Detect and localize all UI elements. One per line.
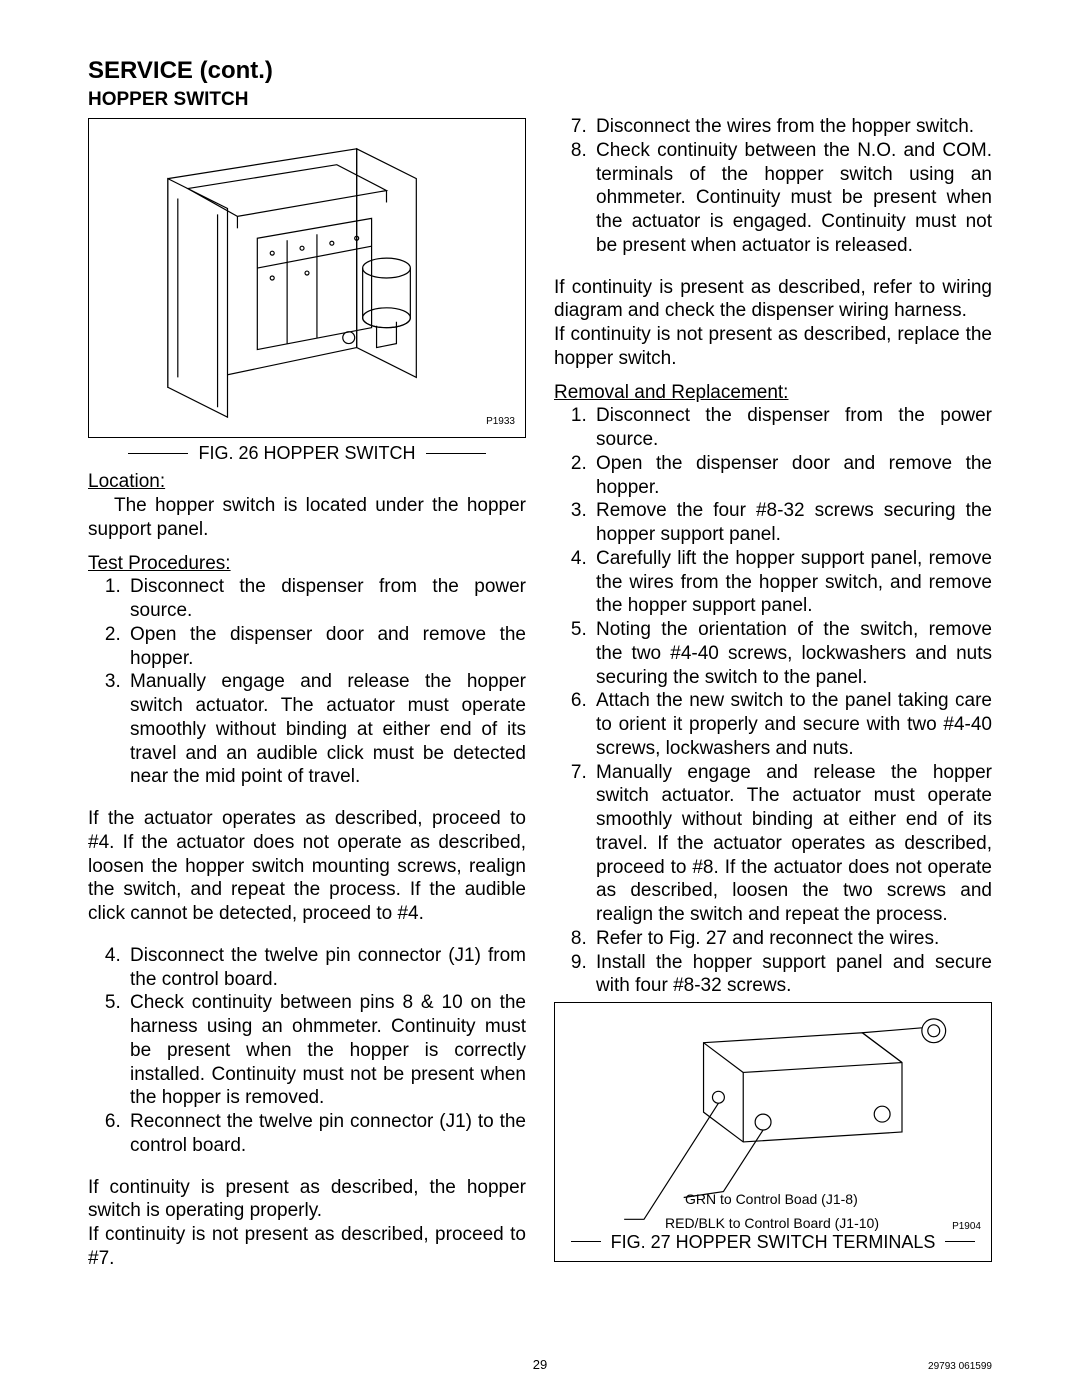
list-item: Reconnect the twelve pin connector (J1) … — [126, 1110, 526, 1158]
figure-27-caption: FIG. 27 HOPPER SWITCH TERMINALS — [555, 1231, 991, 1254]
list-item: Manually engage and release the hopper s… — [592, 761, 992, 927]
test-steps-list-b: Disconnect the twelve pin connector (J1)… — [88, 944, 526, 1158]
list-item: Manually engage and release the hopper s… — [126, 670, 526, 789]
page-number: 29 — [533, 1357, 547, 1373]
test-steps-list-a: Disconnect the dispenser from the power … — [88, 575, 526, 789]
note-a: If the actuator operates as described, p… — [88, 807, 526, 926]
test-procedures-heading: Test Procedures: — [88, 552, 526, 576]
note-b: If continuity is present as described, t… — [88, 1176, 526, 1224]
list-item: Refer to Fig. 27 and reconnect the wires… — [592, 927, 992, 951]
fig27-label-grn: GRN to Control Boad (J1-8) — [685, 1191, 858, 1209]
document-id: 29793 061599 — [928, 1361, 992, 1374]
figure-27-caption-text: FIG. 27 HOPPER SWITCH TERMINALS — [611, 1231, 936, 1254]
figure-26-partnum: P1933 — [486, 416, 515, 429]
list-item: Attach the new switch to the panel takin… — [592, 689, 992, 760]
page-title: SERVICE (cont.) — [88, 56, 992, 86]
location-heading: Location: — [88, 470, 526, 494]
list-item: Disconnect the twelve pin connector (J1)… — [126, 944, 526, 992]
figure-26-caption-text: FIG. 26 HOPPER SWITCH — [198, 442, 415, 465]
figure-27: GRN to Control Boad (J1-8) RED/BLK to Co… — [554, 1002, 992, 1262]
removal-steps-list: Disconnect the dispenser from the power … — [554, 404, 992, 998]
list-item: Carefully lift the hopper support panel,… — [592, 547, 992, 618]
list-item: Noting the orientation of the switch, re… — [592, 618, 992, 689]
list-item: Open the dispenser door and remove the h… — [592, 452, 992, 500]
list-item: Disconnect the dispenser from the power … — [126, 575, 526, 623]
list-item: Install the hopper support panel and sec… — [592, 951, 992, 999]
hopper-switch-heading: HOPPER SWITCH — [88, 88, 526, 112]
note-e: If continuity is not present as describe… — [554, 323, 992, 371]
note-c: If continuity is not present as describe… — [88, 1223, 526, 1271]
list-item: Remove the four #8-32 screws securing th… — [592, 499, 992, 547]
list-item: Disconnect the dispenser from the power … — [592, 404, 992, 452]
figure-26: P1933 — [88, 118, 526, 438]
list-item: Disconnect the wires from the hopper swi… — [592, 115, 992, 139]
left-column: HOPPER SWITCH — [88, 88, 526, 1271]
note-d: If continuity is present as described, r… — [554, 276, 992, 324]
list-item: Open the dispenser door and remove the h… — [126, 623, 526, 671]
test-steps-list-c: Disconnect the wires from the hopper swi… — [554, 115, 992, 258]
list-item: Check continuity between the N.O. and CO… — [592, 139, 992, 258]
dispenser-diagram-icon — [89, 119, 525, 437]
removal-replacement-heading: Removal and Replacement: — [554, 381, 992, 405]
location-text: The hopper switch is located under the h… — [88, 494, 526, 542]
right-column: Disconnect the wires from the hopper swi… — [554, 88, 992, 1271]
list-item: Check continuity between pins 8 & 10 on … — [126, 991, 526, 1110]
figure-26-caption: FIG. 26 HOPPER SWITCH — [88, 442, 526, 465]
